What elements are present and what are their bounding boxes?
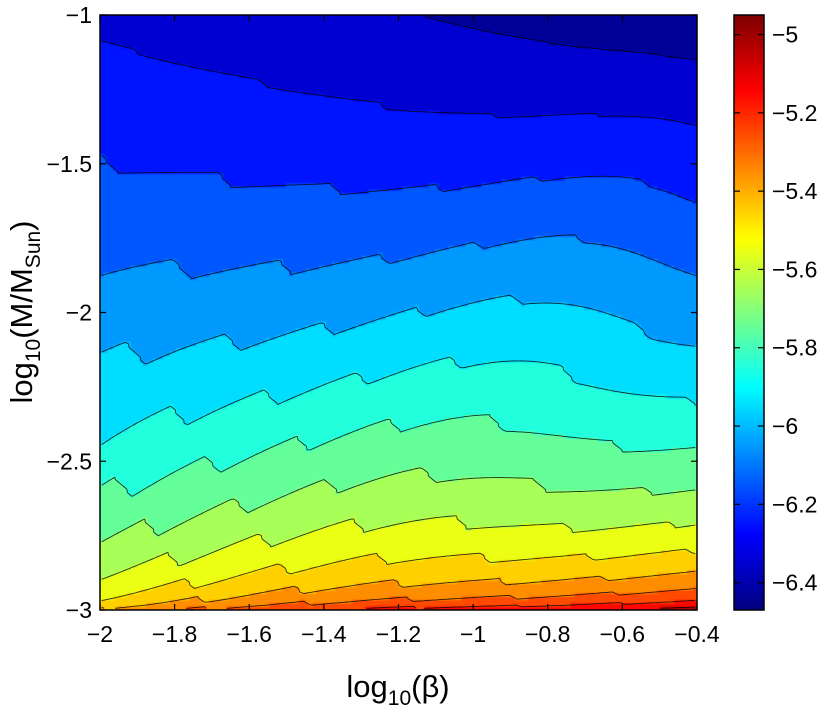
colorbar-gradient xyxy=(734,15,764,610)
contour-line xyxy=(366,599,696,609)
x-tick-label: −0.6 xyxy=(600,621,645,647)
contour-line xyxy=(101,515,696,580)
colorbar-tick-label: −5.2 xyxy=(772,100,817,126)
x-tick-label: −0.8 xyxy=(525,621,570,647)
y-axis-label: log10(M/MSun) xyxy=(4,220,45,403)
colorbar-tick-label: −6.2 xyxy=(772,491,817,517)
y-tick-label: −3 xyxy=(66,597,92,623)
contour-line xyxy=(659,606,696,609)
contour-line xyxy=(101,155,696,204)
x-tick-label: −1.6 xyxy=(227,621,272,647)
y-tick-label: −2 xyxy=(66,300,92,326)
colorbar-tick-label: −6 xyxy=(772,413,798,439)
contour-line xyxy=(101,294,696,365)
colorbar-tick-label: −5.6 xyxy=(772,256,817,282)
contour-line xyxy=(101,40,696,127)
x-tick-label: −1.4 xyxy=(301,621,347,647)
x-tick-label: −1.2 xyxy=(376,621,421,647)
contour-line xyxy=(101,548,696,602)
y-tick-label: −1 xyxy=(66,2,92,28)
colorbar: −5 −5.2 −5.4 −5.6 −5.8 −6 −6.2 −6.4 xyxy=(733,14,818,611)
x-tick-label: −1.8 xyxy=(152,621,197,647)
contour-line xyxy=(101,467,696,543)
x-axis-label: log10(β) xyxy=(346,669,449,710)
x-tick-label: −2 xyxy=(87,621,113,647)
contour-line xyxy=(101,356,696,445)
contour-line xyxy=(101,234,696,280)
contour-line xyxy=(424,16,696,61)
plot-area xyxy=(100,15,697,610)
colorbar-ticks: −5 −5.2 −5.4 −5.6 −5.8 −6 −6.2 −6.4 xyxy=(734,22,818,596)
x-tick-label: −1 xyxy=(460,621,486,647)
colorbar-tick-label: −5.4 xyxy=(772,178,818,204)
y-tick-label: −1.5 xyxy=(47,151,92,177)
y-axis-ticks: −1 −1.5 −2 −2.5 −3 xyxy=(47,2,697,623)
x-axis-ticks: −2 −1.8 −1.6 −1.4 −1.2 −1 −0.8 −0.6 −0.4 xyxy=(87,15,720,647)
colorbar-tick-label: −5.8 xyxy=(772,335,817,361)
x-tick-label: −0.4 xyxy=(674,621,720,647)
colorbar-tick-label: −6.4 xyxy=(772,570,818,596)
contour-line xyxy=(101,414,696,497)
colorbar-frame xyxy=(733,14,765,611)
contour-line xyxy=(101,570,696,609)
colorbar-tick-label: −5 xyxy=(772,22,798,48)
y-tick-label: −2.5 xyxy=(47,448,92,474)
contour-lines xyxy=(101,16,696,609)
contour-line xyxy=(186,588,696,609)
